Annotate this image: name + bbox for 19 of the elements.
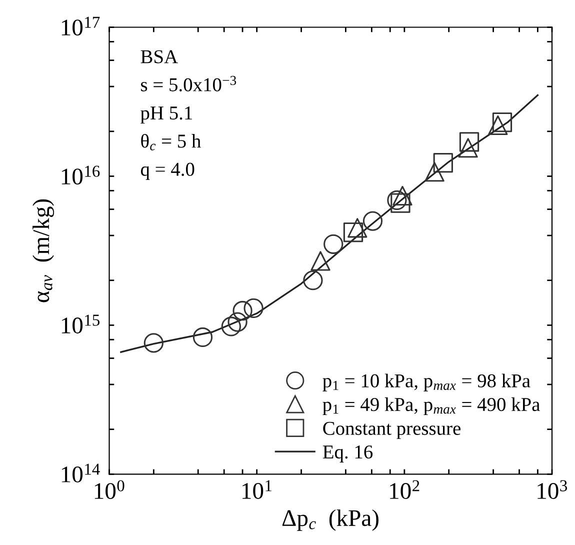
legend-label: p$_{1}$ = 49 kPa, p$_{max}$ = 490 kPa <box>322 397 540 416</box>
annotation: pH 5.1 <box>140 106 192 124</box>
annotation: s = 5.0x10$^{−3}$ <box>141 76 236 92</box>
legend-label: p$_{1}$ = 10 kPa, p$_{max}$ = 98 kPa <box>322 374 530 392</box>
annotation: BSA <box>140 50 178 64</box>
x-tick-label: 10$^{3}$ <box>538 480 568 499</box>
y-axis-title: α$_{av}$ (m/kg) <box>32 199 54 302</box>
y-tick-label: 10$^{14}$ <box>62 464 100 482</box>
annotation: θ$_{c}$ = 5 h <box>141 134 201 150</box>
legend-label: Eq. 16 <box>322 445 373 462</box>
y-tick-label: 10$^{15}$ <box>62 314 100 334</box>
x-axis-title: Δp$_{c}$ (kPa) <box>282 509 378 531</box>
x-tick-label: 10$^{1}$ <box>242 480 272 499</box>
legend-label: Constant pressure <box>323 422 460 439</box>
x-tick-label: 10$^{0}$ <box>94 480 124 500</box>
y-tick-label: 10$^{17}$ <box>62 16 100 36</box>
x-tick-label: 10$^{2}$ <box>390 480 420 499</box>
annotation: q = 4.0 <box>140 162 194 180</box>
y-tick-label: 10$^{16}$ <box>62 166 100 185</box>
